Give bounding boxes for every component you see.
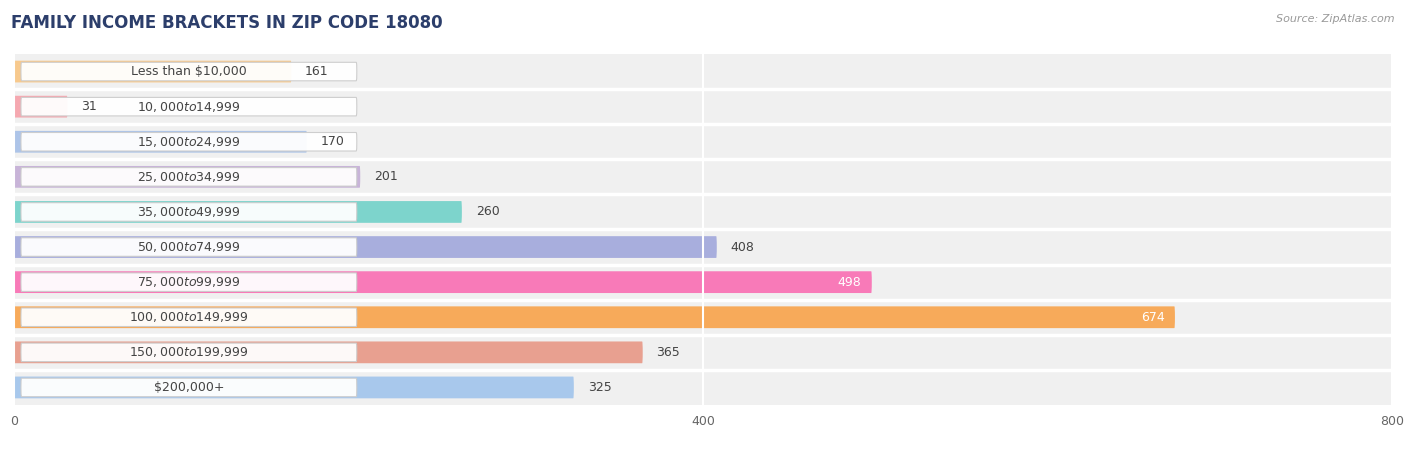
FancyBboxPatch shape: [14, 306, 1175, 328]
Text: 325: 325: [588, 381, 612, 394]
Text: 365: 365: [657, 346, 681, 359]
FancyBboxPatch shape: [14, 131, 307, 153]
Text: 260: 260: [475, 206, 499, 218]
FancyBboxPatch shape: [21, 378, 357, 397]
Bar: [14, 159, 1392, 194]
Bar: [14, 124, 1392, 159]
Bar: [14, 89, 1392, 124]
Text: $25,000 to $34,999: $25,000 to $34,999: [138, 170, 240, 184]
Text: $200,000+: $200,000+: [153, 381, 224, 394]
Text: 170: 170: [321, 135, 344, 148]
FancyBboxPatch shape: [21, 308, 357, 327]
FancyBboxPatch shape: [21, 273, 357, 292]
FancyBboxPatch shape: [21, 132, 357, 151]
FancyBboxPatch shape: [14, 61, 291, 82]
Bar: [14, 194, 1392, 230]
FancyBboxPatch shape: [21, 238, 357, 256]
Text: $35,000 to $49,999: $35,000 to $49,999: [138, 205, 240, 219]
FancyBboxPatch shape: [14, 377, 574, 398]
FancyBboxPatch shape: [14, 271, 872, 293]
Text: $100,000 to $149,999: $100,000 to $149,999: [129, 310, 249, 324]
Text: Less than $10,000: Less than $10,000: [131, 65, 247, 78]
FancyBboxPatch shape: [14, 166, 360, 188]
Text: 498: 498: [838, 276, 862, 288]
Bar: [14, 300, 1392, 335]
Text: 408: 408: [731, 241, 755, 253]
Text: $15,000 to $24,999: $15,000 to $24,999: [138, 135, 240, 149]
FancyBboxPatch shape: [21, 97, 357, 116]
FancyBboxPatch shape: [14, 236, 717, 258]
FancyBboxPatch shape: [21, 167, 357, 186]
FancyBboxPatch shape: [14, 96, 67, 117]
Bar: [14, 335, 1392, 370]
Text: 161: 161: [305, 65, 329, 78]
FancyBboxPatch shape: [14, 201, 463, 223]
FancyBboxPatch shape: [14, 342, 643, 363]
Text: FAMILY INCOME BRACKETS IN ZIP CODE 18080: FAMILY INCOME BRACKETS IN ZIP CODE 18080: [11, 14, 443, 32]
Text: 674: 674: [1140, 311, 1164, 324]
Bar: [14, 54, 1392, 89]
Text: $10,000 to $14,999: $10,000 to $14,999: [138, 99, 240, 114]
Text: 201: 201: [374, 171, 398, 183]
FancyBboxPatch shape: [21, 202, 357, 221]
FancyBboxPatch shape: [21, 343, 357, 362]
Text: $75,000 to $99,999: $75,000 to $99,999: [138, 275, 240, 289]
Text: Source: ZipAtlas.com: Source: ZipAtlas.com: [1277, 14, 1395, 23]
Bar: [14, 370, 1392, 405]
FancyBboxPatch shape: [21, 62, 357, 81]
Bar: [14, 230, 1392, 265]
Text: $150,000 to $199,999: $150,000 to $199,999: [129, 345, 249, 360]
Bar: [14, 265, 1392, 300]
Text: $50,000 to $74,999: $50,000 to $74,999: [138, 240, 240, 254]
Text: 31: 31: [82, 100, 97, 113]
